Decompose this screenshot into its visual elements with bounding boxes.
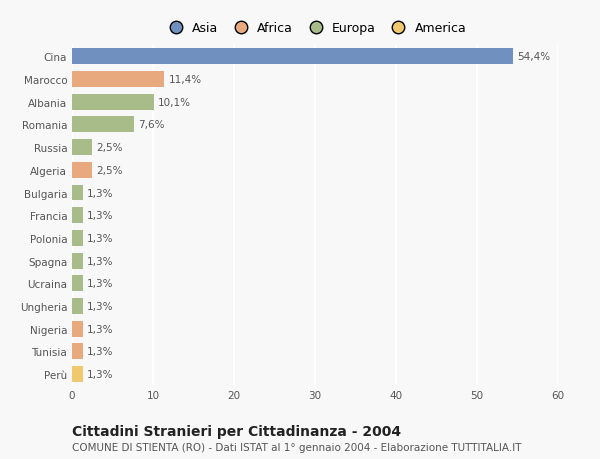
Legend: Asia, Africa, Europa, America: Asia, Africa, Europa, America bbox=[160, 18, 470, 39]
Text: 1,3%: 1,3% bbox=[86, 279, 113, 289]
Bar bbox=[72, 49, 512, 65]
Text: 1,3%: 1,3% bbox=[86, 188, 113, 198]
Bar bbox=[72, 366, 83, 382]
Text: Cittadini Stranieri per Cittadinanza - 2004: Cittadini Stranieri per Cittadinanza - 2… bbox=[72, 425, 401, 438]
Text: 10,1%: 10,1% bbox=[158, 97, 191, 107]
Bar bbox=[72, 344, 83, 359]
Bar bbox=[72, 95, 154, 111]
Bar bbox=[72, 276, 83, 291]
Bar bbox=[72, 298, 83, 314]
Text: 2,5%: 2,5% bbox=[96, 165, 123, 175]
Text: 1,3%: 1,3% bbox=[86, 301, 113, 311]
Text: 11,4%: 11,4% bbox=[169, 75, 202, 85]
Bar bbox=[72, 185, 83, 201]
Text: 1,3%: 1,3% bbox=[86, 324, 113, 334]
Text: 1,3%: 1,3% bbox=[86, 347, 113, 357]
Text: 7,6%: 7,6% bbox=[137, 120, 164, 130]
Text: 2,5%: 2,5% bbox=[96, 143, 123, 153]
Text: COMUNE DI STIENTA (RO) - Dati ISTAT al 1° gennaio 2004 - Elaborazione TUTTITALIA: COMUNE DI STIENTA (RO) - Dati ISTAT al 1… bbox=[72, 442, 521, 452]
Bar bbox=[72, 72, 164, 88]
Text: 1,3%: 1,3% bbox=[86, 369, 113, 379]
Bar bbox=[72, 230, 83, 246]
Bar bbox=[72, 321, 83, 337]
Text: 1,3%: 1,3% bbox=[86, 256, 113, 266]
Bar bbox=[72, 253, 83, 269]
Text: 1,3%: 1,3% bbox=[86, 211, 113, 221]
Bar bbox=[72, 162, 92, 179]
Bar bbox=[72, 208, 83, 224]
Text: 1,3%: 1,3% bbox=[86, 233, 113, 243]
Bar bbox=[72, 140, 92, 156]
Bar bbox=[72, 117, 134, 133]
Text: 54,4%: 54,4% bbox=[517, 52, 550, 62]
